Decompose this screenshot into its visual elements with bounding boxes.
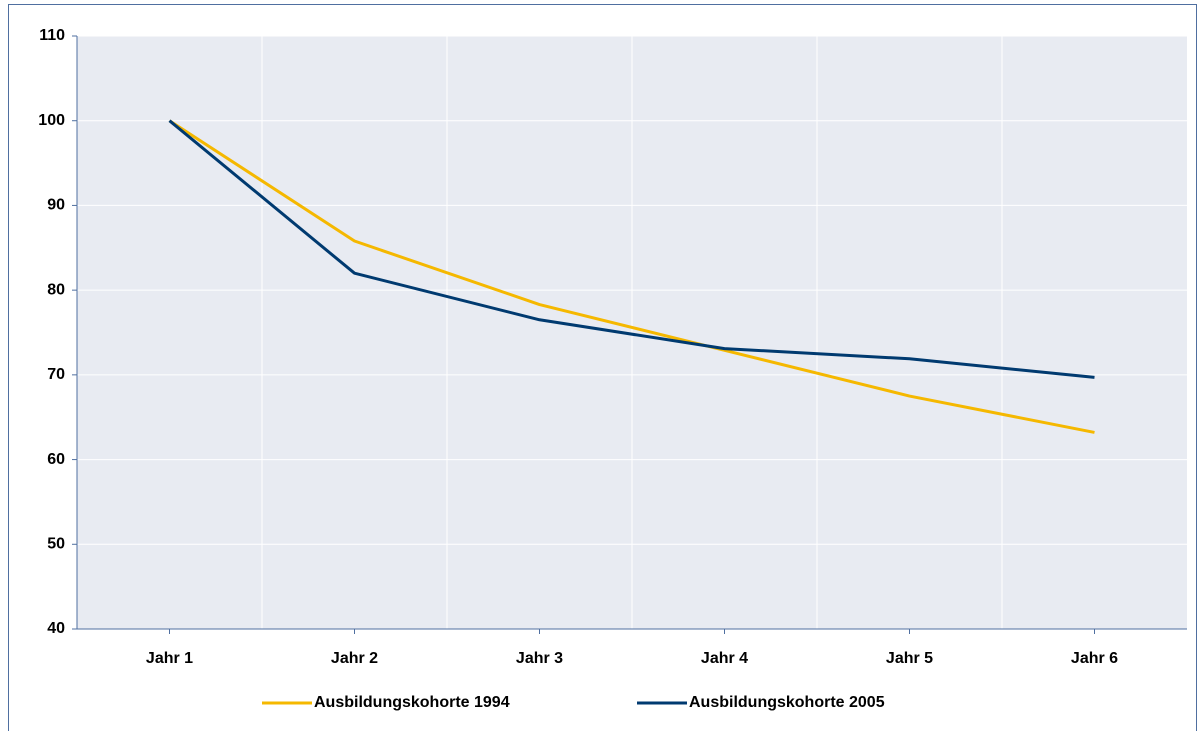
x-tick-label: Jahr 2 bbox=[331, 650, 378, 667]
y-tick-label: 80 bbox=[47, 281, 65, 298]
y-tick-label: 70 bbox=[47, 366, 65, 383]
y-tick-label: 110 bbox=[39, 27, 65, 44]
x-tick-label: Jahr 5 bbox=[886, 650, 933, 667]
series-line bbox=[168, 119, 1095, 434]
x-tick-label: Jahr 6 bbox=[1071, 650, 1118, 667]
x-tick-label: Jahr 3 bbox=[516, 650, 563, 667]
x-tick-label: Jahr 4 bbox=[701, 650, 748, 667]
y-tick-label: 40 bbox=[47, 620, 65, 637]
y-tick-label: 60 bbox=[47, 451, 65, 468]
series-line bbox=[168, 119, 1095, 379]
legend-label: Ausbildungskohorte 1994 bbox=[314, 694, 510, 711]
x-tick-label: Jahr 1 bbox=[146, 650, 193, 667]
legend-label: Ausbildungskohorte 2005 bbox=[689, 694, 885, 711]
y-tick-label: 100 bbox=[38, 112, 65, 129]
y-tick-label: 50 bbox=[47, 536, 65, 553]
y-tick-label: 90 bbox=[47, 197, 65, 214]
